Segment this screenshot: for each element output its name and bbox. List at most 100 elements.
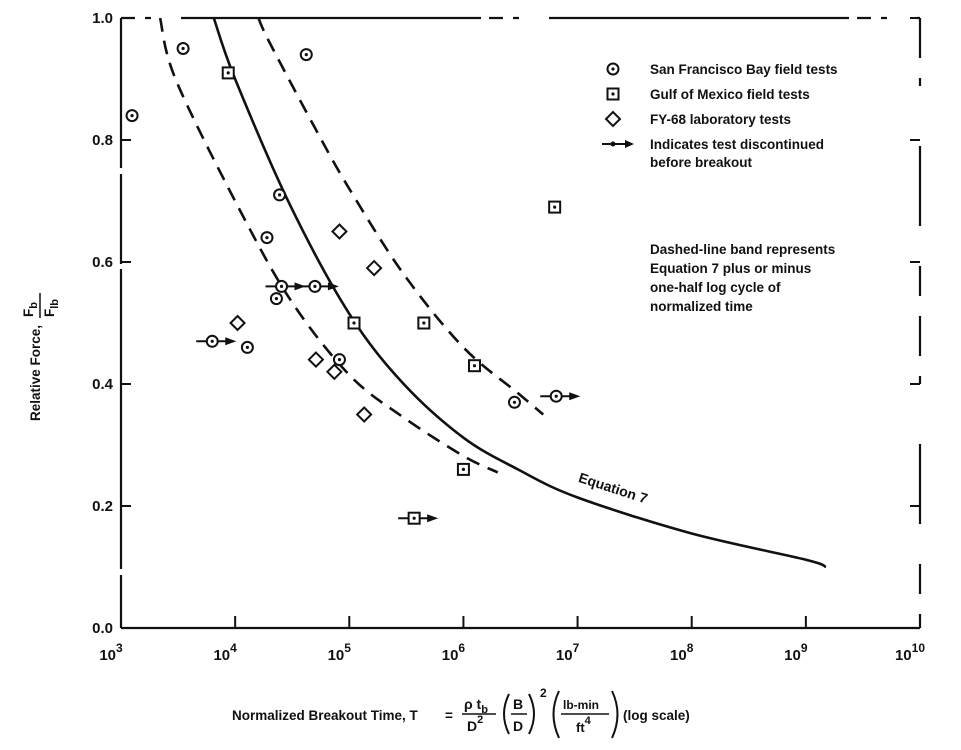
formula-paren-open-2: [503, 693, 510, 735]
formula-numerator-1: ρ tb: [464, 696, 488, 716]
diamond-marker: [365, 259, 383, 277]
diamond-data-point: [365, 259, 383, 277]
y-axis-label-text: Relative Force,: [28, 325, 43, 421]
formula-exponent-2: 2: [540, 686, 547, 700]
square-marker-dot: [422, 321, 426, 325]
y-tick-label: 0.0: [92, 620, 113, 637]
discontinued-arrow-head: [327, 282, 339, 291]
circle-marker-dot: [245, 345, 249, 349]
diamond-marker: [355, 406, 373, 423]
discontinued-arrow-head: [569, 392, 581, 401]
square-marker-dot: [611, 92, 615, 96]
square-dot-data-point: [456, 462, 470, 476]
formula-paren-close-3: [611, 690, 619, 739]
circle-marker-dot: [279, 284, 284, 288]
legend-note-line: normalized time: [650, 299, 753, 314]
circle-marker-dot: [304, 53, 308, 57]
circle-marker-dot: [313, 284, 317, 288]
y-tick-label: 0.6: [92, 254, 113, 271]
diamond-marker: [325, 363, 343, 381]
diamond-data-point: [355, 406, 373, 423]
legend-note-line: Equation 7 plus or minus: [650, 261, 811, 276]
legend-note-line: one-half log cycle of: [650, 280, 781, 295]
square-dot-data-point: [548, 200, 562, 214]
y-tick-label: 0.8: [92, 132, 113, 149]
dashed-band-curve: [257, 17, 545, 416]
formula-fraction-2-numerator: B: [513, 696, 523, 712]
square-marker-dot: [553, 205, 557, 209]
x-tick-label: 106: [442, 641, 466, 664]
square-dot-data-point: [221, 66, 235, 80]
circle-marker-dot: [130, 114, 134, 118]
y-axis-label-numerator: Fb: [21, 302, 40, 317]
x-axis-label: Normalized Breakout Time, T = ρ tb D2 B …: [232, 686, 690, 739]
dashed-band-curve: [158, 17, 499, 474]
legend-arrow-dot: [610, 141, 616, 147]
legend: San Francisco Bay field tests Gulf of Mex…: [602, 62, 838, 314]
data-points: [125, 42, 581, 525]
x-axis-label-text: Normalized Breakout Time, T: [232, 708, 419, 723]
y-tick-label: 1.0: [92, 10, 113, 27]
axes: [119, 16, 922, 630]
circle-dot-data-point: [205, 334, 219, 348]
legend-entry-label: Indicates test discontinued: [650, 137, 824, 152]
x-tick-label: 103: [99, 641, 123, 664]
formula-denominator-1: D2: [467, 714, 483, 734]
legend-entry-label: Gulf of Mexico field tests: [650, 87, 810, 102]
circle-dot-data-point: [273, 188, 287, 202]
legend-circle-dot-marker: [606, 62, 620, 76]
legend-entry-label-line2: before breakout: [650, 155, 753, 170]
circle-marker-dot: [274, 297, 279, 301]
circle-dot-data-point: [299, 48, 313, 62]
discontinued-arrow-head: [225, 337, 237, 346]
formula-fraction-2-denominator: D: [513, 718, 523, 734]
circle-marker-dot: [277, 193, 282, 197]
legend-note-line: Dashed-line band represents: [650, 242, 835, 257]
x-tick-label: 105: [328, 641, 352, 664]
legend-square-dot-marker: [606, 87, 620, 101]
circle-marker-dot: [210, 339, 214, 343]
legend-entry-label: San Francisco Bay field tests: [650, 62, 838, 77]
circle-dot-data-point: [275, 279, 289, 293]
square-marker-dot: [352, 321, 356, 325]
tick-labels: 103 104 105 106 107 108 109 1010 0.0 0.2 0.4 0.6 0.8…: [92, 10, 925, 664]
square-dot-data-point: [407, 511, 421, 525]
x-axis-label-suffix: (log scale): [623, 708, 690, 723]
circle-marker-dot: [265, 236, 269, 240]
legend-arrow-head: [625, 140, 634, 148]
diamond-marker: [331, 223, 348, 240]
circle-marker-dot: [512, 400, 517, 404]
x-tick-label: 108: [670, 641, 694, 664]
equation-7-curve: [212, 17, 827, 569]
legend-diamond-marker: [604, 110, 622, 128]
circle-dot-data-point: [549, 389, 563, 403]
circle-dot-data-point: [260, 231, 274, 245]
circle-dot-data-point: [507, 395, 521, 409]
x-axis-label-equals: =: [445, 708, 453, 723]
y-axis-label: Relative Force, Fb Flb: [21, 293, 61, 421]
y-tick-label: 0.2: [92, 498, 113, 515]
circle-marker-dot: [337, 358, 342, 362]
diamond-marker: [307, 351, 325, 369]
diamond-data-point: [331, 223, 348, 240]
circle-dot-data-point: [332, 353, 346, 367]
square-dot-data-point: [467, 359, 481, 373]
circle-dot-data-point: [125, 109, 139, 123]
x-tick-label: 1010: [895, 641, 925, 664]
circle-dot-data-point: [176, 42, 190, 55]
circle-marker-dot: [181, 46, 185, 51]
square-marker-dot: [461, 467, 466, 471]
formula-fraction-3-denominator: ft4: [576, 715, 592, 735]
x-tick-label: 107: [556, 641, 580, 664]
diamond-marker: [229, 314, 246, 332]
legend-entry-label: FY-68 laboratory tests: [650, 112, 791, 127]
formula-fraction-3-numerator: lb-min: [563, 698, 599, 712]
circle-dot-data-point: [269, 292, 283, 306]
square-dot-data-point: [417, 316, 431, 330]
diamond-data-point: [307, 351, 325, 369]
square-dot-data-point: [347, 316, 361, 330]
square-marker-dot: [412, 516, 416, 520]
square-marker-dot: [472, 364, 477, 368]
circle-dot-data-point: [240, 340, 254, 354]
